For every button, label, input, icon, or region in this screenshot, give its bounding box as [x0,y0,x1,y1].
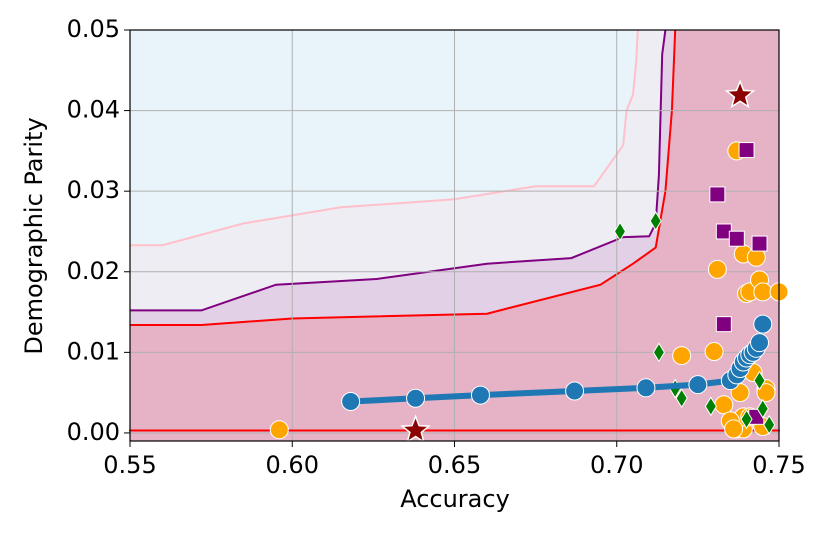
point [406,388,426,408]
point [740,409,753,430]
x-tick-label: 0.65 [428,451,481,479]
point [672,346,692,366]
point [753,370,766,391]
x-tick-label: 0.75 [752,451,805,479]
point [269,420,289,440]
point [715,316,732,333]
point [763,414,776,435]
point [738,142,755,159]
point [565,381,585,401]
point [707,259,727,279]
y-tick-label: 0.02 [67,257,120,285]
x-tick-label: 0.70 [590,451,643,479]
point [636,378,656,398]
point [613,221,627,242]
y-tick-label: 0.00 [67,418,120,446]
point [724,79,756,109]
point [756,383,776,403]
point [751,235,768,252]
point [675,388,688,409]
point [728,230,745,247]
y-tick-label: 0.04 [67,96,120,124]
point [341,392,361,412]
point [714,395,734,415]
point [709,186,726,203]
point [724,419,744,439]
point [704,396,717,417]
point [704,342,724,362]
y-tick-label: 0.01 [67,337,120,365]
x-tick-label: 0.60 [266,451,319,479]
point [753,314,773,334]
x-axis-label: Accuracy [400,485,510,513]
point [400,414,431,444]
x-tick-label: 0.55 [103,451,156,479]
point [750,333,770,353]
y-axis-label: Demographic Parity [20,117,48,354]
point [756,398,769,419]
point [470,385,490,405]
point [753,282,773,302]
y-tick-label: 0.05 [67,15,120,43]
point [688,375,708,395]
plot-frame [129,29,780,442]
point [652,342,666,363]
y-tick-label: 0.03 [67,176,120,204]
point [649,211,662,231]
region-boundary [130,29,667,312]
region-boundary [130,29,639,247]
